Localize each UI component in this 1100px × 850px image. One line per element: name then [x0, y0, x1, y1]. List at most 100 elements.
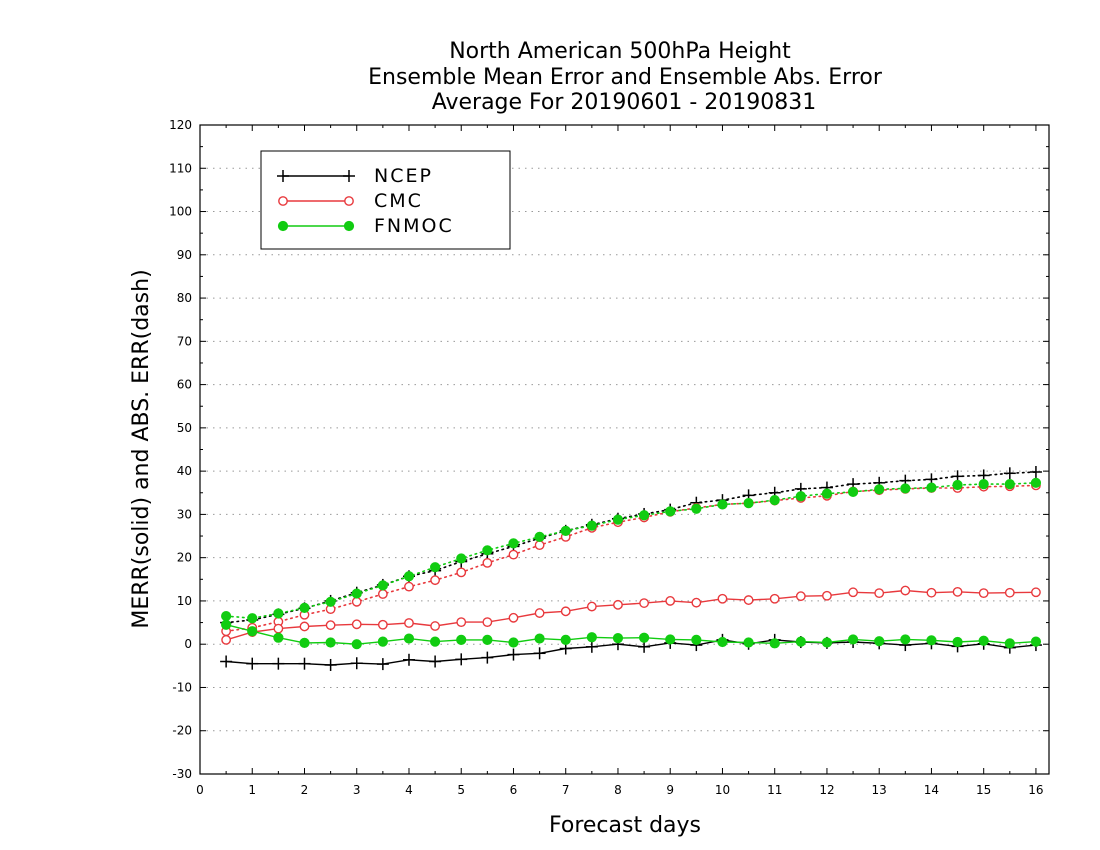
data-point-fnmoc-abs-error	[430, 562, 441, 573]
data-point-fnmoc-abs-error	[795, 491, 806, 502]
data-point-fnmoc-mean-error	[534, 633, 545, 644]
y-tick-label: 30	[177, 507, 192, 521]
x-tick-label: 15	[976, 783, 991, 797]
data-point-cmc-mean-error	[273, 623, 284, 634]
data-point-fnmoc-mean-error	[221, 619, 232, 630]
data-point-fnmoc-mean-error	[665, 634, 676, 645]
legend-marker	[344, 196, 354, 206]
data-point-ncep-mean-error	[272, 657, 285, 670]
x-tick-label: 2	[301, 783, 309, 797]
data-point-fnmoc-abs-error	[665, 506, 676, 517]
x-tick-label: 8	[614, 783, 622, 797]
x-tick-label: 6	[510, 783, 518, 797]
data-point-fnmoc-mean-error	[638, 632, 650, 643]
legend-marker	[278, 196, 288, 206]
data-point-cmc-mean-error	[717, 593, 728, 604]
series-line-cmc-abs-error	[225, 484, 1037, 633]
data-point-fnmoc-mean-error	[874, 636, 885, 647]
data-point-cmc-mean-error	[430, 621, 441, 631]
data-point-ncep-mean-error	[481, 651, 494, 664]
y-tick-label: 100	[169, 205, 192, 219]
chart-title-line-1: North American 500hPa Height	[449, 39, 791, 64]
x-tick-label: 14	[924, 783, 939, 797]
data-point-ncep-mean-error	[585, 640, 598, 653]
data-point-ncep-abs-error	[1029, 465, 1042, 478]
data-point-fnmoc-abs-error	[351, 588, 362, 599]
data-point-cmc-abs-error	[430, 575, 441, 586]
data-point-cmc-mean-error	[560, 606, 571, 617]
data-point-cmc-mean-error	[691, 597, 702, 608]
data-point-ncep-mean-error	[402, 653, 415, 666]
legend-marker	[343, 220, 355, 232]
x-tick-label: 3	[353, 783, 361, 797]
data-point-fnmoc-abs-error	[952, 479, 963, 491]
series-fnmoc	[221, 477, 1042, 650]
data-point-fnmoc-mean-error	[403, 633, 415, 644]
data-point-fnmoc-mean-error	[821, 637, 833, 648]
data-point-fnmoc-abs-error	[821, 488, 833, 499]
data-point-fnmoc-abs-error	[560, 525, 571, 536]
data-point-fnmoc-mean-error	[1030, 636, 1042, 647]
data-point-ncep-mean-error	[429, 655, 442, 668]
data-point-fnmoc-mean-error	[743, 637, 754, 648]
x-tick-label: 13	[872, 783, 887, 797]
y-tick-label: 70	[177, 334, 192, 348]
data-point-fnmoc-mean-error	[1004, 638, 1015, 649]
y-tick-label: 10	[177, 594, 192, 608]
data-point-cmc-mean-error	[299, 621, 310, 632]
y-tick-label: 40	[177, 464, 192, 478]
legend-swatches	[277, 170, 355, 232]
data-point-fnmoc-mean-error	[952, 636, 963, 648]
data-point-fnmoc-abs-error	[847, 486, 859, 498]
data-point-fnmoc-abs-error	[926, 482, 937, 493]
legend-swatch-ncep	[277, 170, 355, 182]
x-tick-label: 4	[405, 783, 413, 797]
y-tick-label: -30	[172, 767, 192, 781]
series-cmc	[221, 480, 1041, 645]
x-axis-title: Forecast days	[549, 813, 701, 838]
data-point-fnmoc-mean-error	[795, 636, 806, 647]
data-point-cmc-abs-error	[456, 567, 467, 578]
x-tick-label: 12	[819, 783, 834, 797]
y-tick-label: 20	[177, 551, 192, 565]
series-line-fnmoc-mean-error	[225, 624, 1036, 645]
series-line-ncep-abs-error	[225, 471, 1037, 624]
data-point-fnmoc-mean-error	[717, 636, 728, 648]
data-point-cmc-mean-error	[456, 617, 467, 628]
legend-marker	[277, 170, 289, 182]
y-tick-label: 110	[169, 161, 192, 175]
data-point-fnmoc-abs-error	[403, 571, 415, 582]
data-point-cmc-mean-error	[221, 634, 232, 645]
data-point-cmc-mean-error	[534, 608, 545, 618]
y-tick-label: 90	[177, 248, 192, 262]
x-tick-label: 7	[562, 783, 570, 797]
y-tick-label: -10	[172, 680, 192, 694]
data-point-ncep-mean-error	[533, 647, 546, 660]
x-tick-label: 9	[666, 783, 674, 797]
data-point-cmc-mean-error	[874, 588, 885, 599]
data-point-cmc-mean-error	[377, 619, 388, 630]
data-point-fnmoc-mean-error	[560, 634, 571, 645]
data-point-ncep-mean-error	[220, 655, 233, 668]
legend-label-ncep: NCEP	[374, 165, 433, 187]
y-tick-label: 80	[177, 291, 192, 305]
data-point-cmc-mean-error	[508, 612, 519, 623]
y-tick-label: -20	[172, 724, 192, 738]
data-point-fnmoc-abs-error	[769, 495, 780, 506]
series-line-fnmoc-abs-error	[225, 481, 1037, 620]
data-point-ncep-mean-error	[246, 657, 259, 670]
data-point-cmc-mean-error	[769, 593, 780, 604]
legend: NCEP CMC FNMOC	[260, 150, 511, 250]
data-point-fnmoc-mean-error	[847, 634, 859, 645]
data-point-fnmoc-mean-error	[586, 632, 597, 643]
data-point-fnmoc-abs-error	[691, 503, 702, 514]
data-point-cmc-abs-error	[351, 596, 362, 607]
legend-label-fnmoc: FNMOC	[374, 215, 454, 237]
data-point-cmc-mean-error	[795, 591, 806, 602]
data-point-fnmoc-mean-error	[351, 639, 362, 650]
data-point-fnmoc-abs-error	[612, 514, 624, 525]
legend-label-cmc: CMC	[374, 190, 423, 212]
data-point-fnmoc-mean-error	[508, 637, 519, 648]
